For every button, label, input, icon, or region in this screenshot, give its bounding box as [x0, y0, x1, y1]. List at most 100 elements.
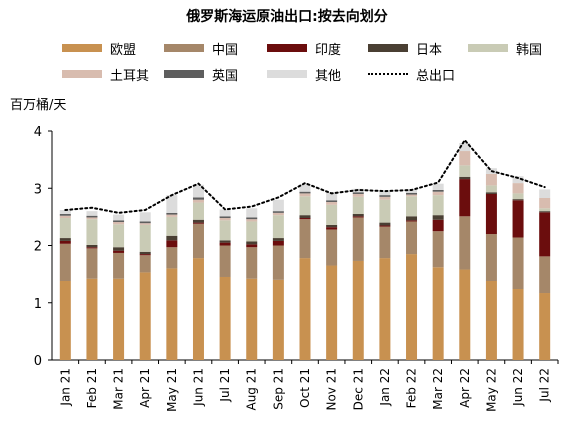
bar-segment	[246, 217, 258, 220]
bar-segment	[59, 243, 71, 281]
legend-label-turkey: 土耳其	[110, 68, 150, 84]
bar-segment	[272, 199, 284, 212]
bar-segment	[432, 189, 444, 192]
bar-segment	[459, 151, 471, 166]
legend-swatch-total	[368, 73, 408, 75]
legend-item-turkey: 土耳其	[62, 66, 150, 84]
bar-segment	[379, 226, 391, 259]
x-tick-label: Jan 22	[378, 368, 392, 407]
y-tick-label: 3	[34, 182, 42, 197]
bar-segment	[432, 231, 444, 268]
x-tick-label: May 21	[165, 368, 179, 412]
bar-segment	[86, 217, 98, 220]
y-tick-label: 0	[34, 354, 42, 369]
bar-segment	[246, 221, 258, 242]
bar-segment	[352, 193, 364, 197]
bar-segment	[113, 224, 125, 248]
bar-segment	[219, 276, 231, 360]
bar-segment	[86, 219, 98, 245]
bar-segment	[326, 192, 338, 201]
bar-segment	[326, 224, 338, 228]
bar-segment	[59, 210, 71, 215]
bar-segment	[406, 189, 418, 193]
bar-segment	[299, 219, 311, 259]
x-tick-label: Dec 21	[351, 368, 365, 410]
x-tick-label: Mar 22	[431, 368, 445, 410]
bar-segment	[166, 240, 178, 248]
bar-segment	[485, 192, 497, 194]
bar-segment	[219, 242, 231, 246]
bar-segment	[86, 244, 98, 248]
bar-segment	[272, 245, 284, 280]
bar-segment	[192, 222, 204, 224]
bar-segment	[139, 251, 151, 255]
bar-segment	[406, 194, 418, 197]
bar-segment	[86, 278, 98, 360]
bar-segment	[59, 218, 71, 239]
legend-item-eu: 欧盟	[62, 40, 137, 58]
bar-segment	[352, 196, 364, 215]
bar-segment	[299, 218, 311, 220]
bar-segment	[192, 258, 204, 360]
bar-segment	[246, 244, 258, 248]
bar-segment	[139, 272, 151, 360]
x-tick-label: Aug 21	[245, 368, 259, 411]
bar-segment	[539, 293, 551, 360]
bar-segment	[539, 256, 551, 294]
bar-segment	[219, 216, 231, 219]
bar-segment	[86, 247, 98, 249]
bar-segment	[406, 221, 418, 255]
bar-segment	[246, 247, 258, 279]
legend-label-other: 其他	[315, 68, 342, 84]
bar-segment	[219, 245, 231, 277]
bar-segment	[86, 215, 98, 218]
bar-segment	[192, 199, 204, 203]
x-tick-label: Feb 21	[85, 368, 99, 408]
bar-segment	[246, 241, 258, 245]
bar-segment	[59, 238, 71, 241]
legend-label-japan: 日本	[416, 42, 443, 58]
bar-segment	[246, 208, 258, 218]
bar-segment	[512, 193, 524, 200]
bar-segment	[219, 218, 231, 221]
bar-segment	[326, 265, 338, 360]
legend-item-china: 中国	[164, 40, 238, 58]
bar-segment	[272, 240, 284, 246]
bar-segment	[166, 268, 178, 360]
bar-segment	[406, 192, 418, 195]
legend-swatch-korea	[468, 44, 508, 52]
bar-segment	[512, 199, 524, 201]
bar-segment	[166, 235, 178, 241]
bar-segment	[139, 255, 151, 273]
y-tick-label: 2	[34, 240, 42, 255]
bar-segment	[379, 222, 391, 226]
bar-segment	[379, 191, 391, 196]
bar-segment	[352, 217, 364, 261]
bar-segment	[539, 208, 551, 212]
bar-segment	[326, 200, 338, 202]
bar-segment	[485, 193, 497, 235]
legend-label-eu: 欧盟	[110, 42, 137, 58]
legend-label-total: 总出口	[416, 68, 456, 84]
bar-segment	[539, 211, 551, 213]
bar-segment	[379, 199, 391, 223]
x-tick-label: Jun 21	[191, 368, 205, 407]
bar-segment	[86, 211, 98, 216]
bar-segment	[326, 204, 338, 225]
bar-segment	[459, 216, 471, 270]
bar-segment	[352, 260, 364, 360]
bar-segment	[432, 195, 444, 216]
legend-label-uk: 英国	[212, 68, 239, 84]
bar-segment	[113, 220, 125, 223]
legend-swatch-uk	[164, 70, 204, 78]
bar-segment	[192, 223, 204, 259]
bar-segment	[113, 278, 125, 360]
bar-segment	[379, 195, 391, 197]
bar-segment	[379, 196, 391, 200]
bar-segment	[459, 176, 471, 180]
bar-segment	[432, 219, 444, 232]
legend-swatch-turkey	[62, 70, 102, 78]
legend-label-korea: 韩国	[516, 42, 543, 58]
bar-segment	[219, 240, 231, 243]
